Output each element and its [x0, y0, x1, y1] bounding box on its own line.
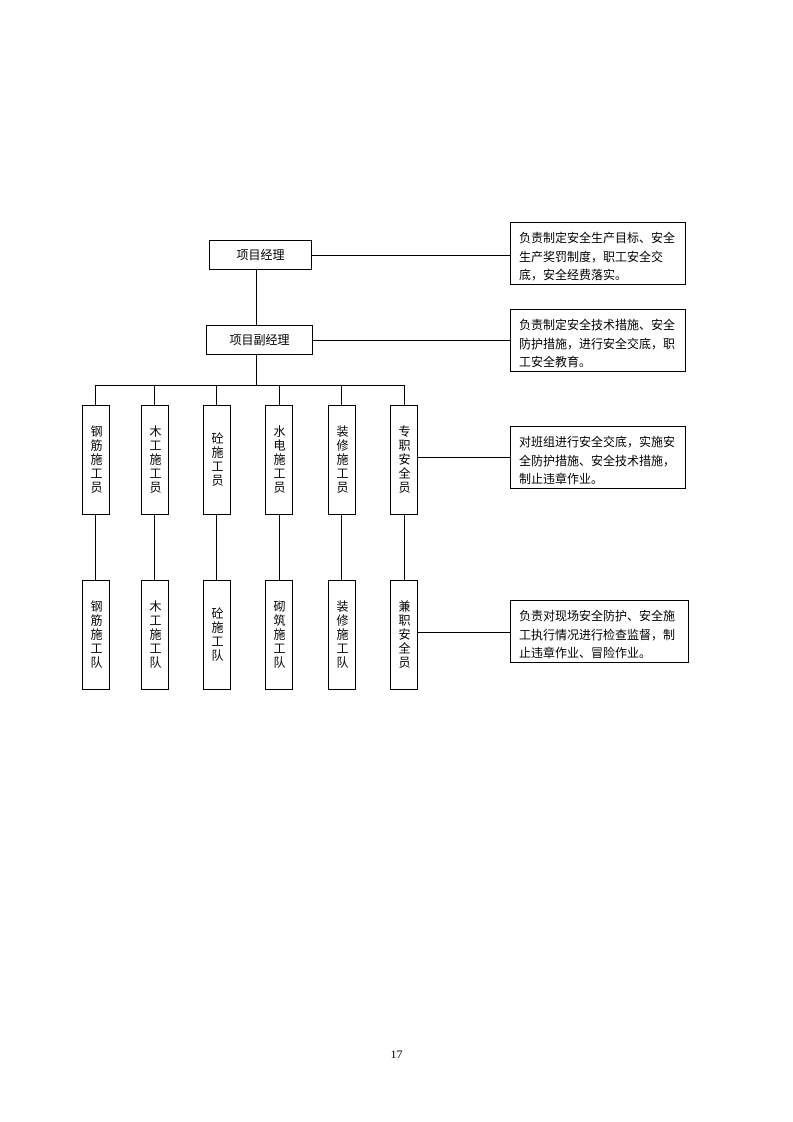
node-masonry-team: 砌筑施工队: [265, 580, 293, 690]
connector: [341, 515, 342, 580]
node-safety-officer: 专职安全员: [390, 405, 418, 515]
node-label: 钢筋施工队: [87, 600, 105, 670]
connector: [216, 515, 217, 580]
node-part-time-safety: 兼职安全员: [390, 580, 418, 690]
node-wood-worker: 木工施工员: [141, 405, 169, 515]
desc-text: 负责制定安全技术措施、安全防护措施，进行安全交底，职工安全教育。: [519, 318, 675, 369]
node-deputy-manager: 项目副经理: [206, 325, 313, 355]
connector: [256, 355, 257, 385]
desc-box-3: 对班组进行安全交底，实施安全防护措施、安全技术措施，制止违章作业。: [510, 426, 686, 489]
node-electric-worker: 水电施工员: [265, 405, 293, 515]
node-concrete-worker: 砼施工员: [203, 405, 231, 515]
connector: [95, 515, 96, 580]
connector: [404, 515, 405, 580]
connector: [154, 385, 155, 405]
node-label: 钢筋施工员: [87, 425, 105, 495]
connector: [418, 632, 510, 633]
connector: [154, 515, 155, 580]
node-label: 砌筑施工队: [270, 600, 288, 670]
connector: [216, 385, 217, 405]
connector: [95, 385, 404, 386]
node-steel-worker: 钢筋施工员: [82, 405, 110, 515]
desc-text: 对班组进行安全交底，实施安全防护措施、安全技术措施，制止违章作业。: [519, 435, 675, 486]
node-label: 装修施工队: [333, 600, 351, 670]
connector: [404, 385, 405, 405]
connector: [341, 385, 342, 405]
page-number: 17: [0, 1047, 793, 1062]
connector: [312, 255, 510, 256]
node-steel-team: 钢筋施工队: [82, 580, 110, 690]
connector: [279, 515, 280, 580]
connector: [279, 385, 280, 405]
org-chart-diagram: 项目经理 负责制定安全生产目标、安全生产奖罚制度，职工安全交底，安全经费落实。 …: [0, 0, 793, 1122]
node-label: 专职安全员: [395, 425, 413, 495]
desc-box-1: 负责制定安全生产目标、安全生产奖罚制度，职工安全交底，安全经费落实。: [510, 222, 686, 285]
node-label: 项目副经理: [229, 331, 289, 349]
desc-box-2: 负责制定安全技术措施、安全防护措施，进行安全交底，职工安全教育。: [510, 309, 686, 372]
node-label: 水电施工员: [270, 425, 288, 495]
connector: [256, 270, 257, 325]
desc-text: 负责对现场安全防护、安全施工执行情况进行检查监督，制止违章作业、冒险作业。: [519, 609, 675, 660]
connector: [418, 457, 510, 458]
node-decoration-worker: 装修施工员: [328, 405, 356, 515]
node-project-manager: 项目经理: [209, 240, 312, 270]
connector: [313, 340, 510, 341]
node-label: 兼职安全员: [395, 600, 413, 670]
node-label: 木工施工员: [146, 425, 164, 495]
node-label: 项目经理: [236, 246, 284, 264]
desc-text: 负责制定安全生产目标、安全生产奖罚制度，职工安全交底，安全经费落实。: [519, 231, 675, 282]
node-label: 木工施工队: [146, 600, 164, 670]
node-label: 装修施工员: [333, 425, 351, 495]
connector: [95, 385, 96, 405]
node-label: 砼施工队: [208, 607, 226, 663]
node-label: 砼施工员: [208, 432, 226, 488]
node-concrete-team: 砼施工队: [203, 580, 231, 690]
node-wood-team: 木工施工队: [141, 580, 169, 690]
node-decoration-team: 装修施工队: [328, 580, 356, 690]
desc-box-4: 负责对现场安全防护、安全施工执行情况进行检查监督，制止违章作业、冒险作业。: [510, 600, 689, 663]
